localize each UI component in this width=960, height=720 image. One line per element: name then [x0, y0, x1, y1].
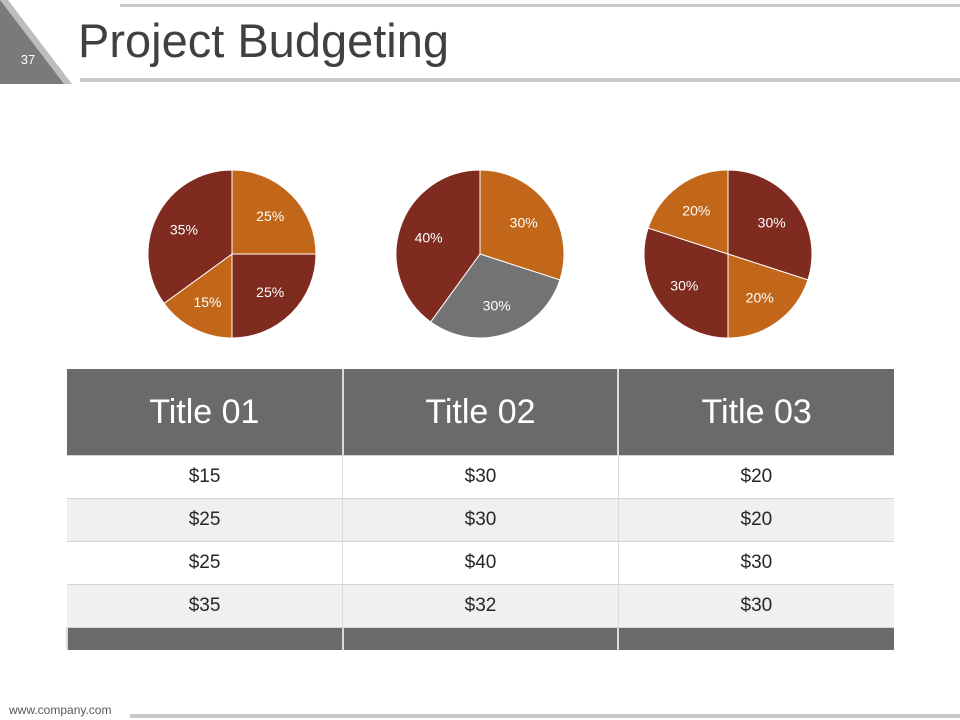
pie-slice-label: 15%: [193, 294, 221, 310]
table-cell: $25: [67, 498, 343, 542]
table-cell: $25: [67, 541, 343, 585]
table-cell: $40: [342, 541, 619, 585]
pie-slice: [163, 253, 233, 339]
pie-slice-label: 40%: [415, 229, 443, 245]
pie-chart-1: 25% 25% 15% 35%: [147, 169, 317, 339]
pie-charts-area: 25% 25% 15% 35% 30% 30% 40% 30% 20% 30% 20%: [147, 169, 813, 339]
top-rule: [120, 4, 960, 7]
table-cell: $35: [67, 584, 343, 628]
pie-slice-label: 25%: [256, 208, 284, 224]
table-cell: $32: [342, 584, 619, 628]
table-cell: $15: [67, 455, 343, 499]
pie-chart-3: 30% 20% 30% 20%: [643, 169, 813, 339]
pie-slice-label: 30%: [758, 214, 786, 230]
table-row: $25 $30 $20: [67, 498, 894, 542]
title-underline: [80, 78, 960, 82]
pie-slice-label: 25%: [256, 284, 284, 300]
table-row: $25 $40 $30: [67, 541, 894, 585]
pie-slice: [429, 253, 561, 339]
table-footer-cell: [341, 627, 619, 650]
table-header-title-01: Title 01: [67, 369, 343, 456]
pie-slice: [643, 227, 729, 339]
pie-slice-label: 30%: [483, 297, 511, 313]
table-row: $15 $30 $20: [67, 455, 894, 499]
table-cell: $20: [617, 498, 894, 542]
pie-slice-label: 20%: [682, 202, 710, 218]
pie-slice: [395, 169, 481, 323]
table-footer-cell: [617, 627, 894, 650]
pie-slice: [479, 169, 565, 281]
pie-slice-label: 35%: [170, 222, 198, 238]
table-footer-row: [66, 627, 894, 650]
table-header-title-03: Title 03: [617, 369, 894, 456]
footer-url: www.company.com: [9, 703, 112, 717]
pie-slice-label: 30%: [510, 214, 538, 230]
pie-slice: [231, 169, 317, 255]
page-title: Project Budgeting: [78, 14, 450, 67]
bottom-rule: [130, 714, 960, 718]
table-cell: $20: [617, 455, 894, 499]
table-cell: $30: [342, 498, 619, 542]
pie-slice: [647, 169, 729, 255]
table-cell: $30: [617, 584, 894, 628]
table-header-row: Title 01 Title 02 Title 03: [67, 369, 894, 456]
table-row: $35 $32 $30: [67, 584, 894, 628]
table-cell: $30: [342, 455, 619, 499]
table-footer-cell: [66, 627, 343, 650]
page-number: 37: [20, 52, 36, 67]
pie-slice: [231, 253, 317, 339]
pie-slice-label: 20%: [746, 290, 774, 306]
pie-slice: [147, 169, 233, 305]
pie-chart-2: 30% 30% 40%: [395, 169, 565, 339]
page-number-tab: [0, 0, 72, 84]
pie-slice: [727, 253, 809, 339]
table-cell: $30: [617, 541, 894, 585]
budget-table: Title 01 Title 02 Title 03 $15 $30 $20 $…: [66, 369, 894, 650]
pie-slice: [727, 169, 813, 281]
pie-slice-label: 30%: [670, 278, 698, 294]
table-header-title-02: Title 02: [341, 369, 619, 456]
